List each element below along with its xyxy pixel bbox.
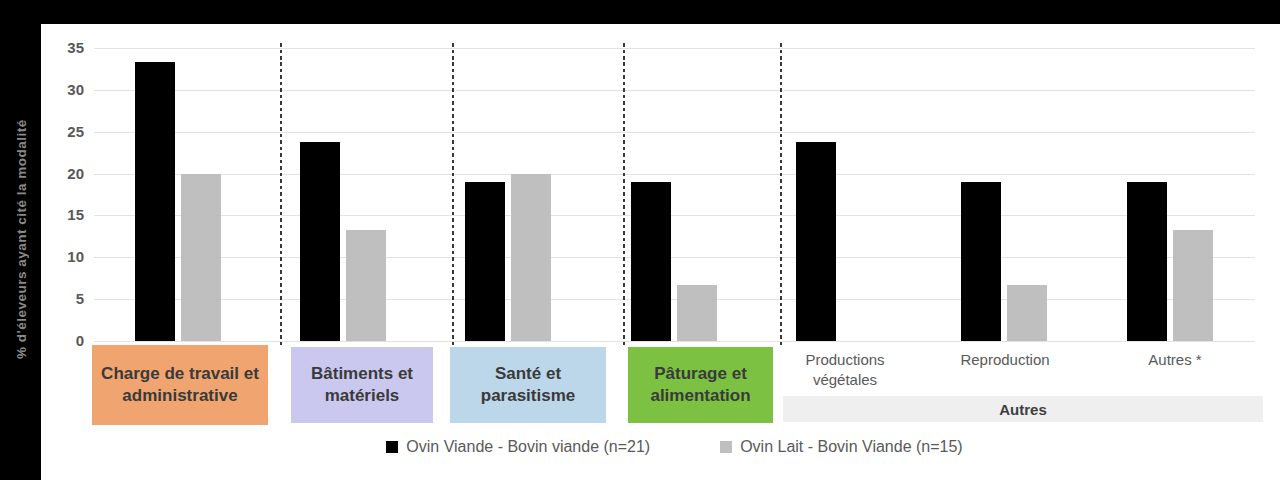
legend-label-ovin-lait: Ovin Lait - Bovin Viande (n=15) <box>740 438 963 456</box>
gridline-5 <box>94 299 1255 300</box>
autres-group-band: Autres <box>783 396 1263 422</box>
y-tick-label-5: 5 <box>42 291 84 307</box>
bar-series1-cat2 <box>300 142 340 341</box>
bar-series1-cat7 <box>1127 182 1167 341</box>
y-tick-label-0: 0 <box>42 333 84 349</box>
bar-series1-cat6 <box>961 182 1001 341</box>
autres-group-band-label: Autres <box>999 401 1047 418</box>
gridline-0 <box>94 341 1255 342</box>
bar-series2-cat7 <box>1173 230 1213 341</box>
category-label-3: Santé et parasitisme <box>450 347 606 423</box>
y-tick-label-25: 25 <box>42 124 84 140</box>
bar-series2-cat3 <box>511 174 551 341</box>
category-label-7: Autres * <box>1110 350 1240 370</box>
gridline-25 <box>94 132 1255 133</box>
category-label-2: Bâtiments et matériels <box>291 347 433 423</box>
legend-swatch-gray <box>720 441 732 453</box>
y-tick-label-15: 15 <box>42 207 84 223</box>
bar-series1-cat4 <box>631 182 671 341</box>
plot-area <box>94 48 1255 341</box>
gridline-15 <box>94 215 1255 216</box>
y-axis-title: % d'éleveurs ayant cité la modalité <box>5 24 37 454</box>
category-label-6: Reproduction <box>940 350 1070 370</box>
bar-series2-cat1 <box>181 174 221 341</box>
bar-series1-cat1 <box>135 62 175 341</box>
y-tick-label-10: 10 <box>42 249 84 265</box>
group-separator-1 <box>280 43 282 346</box>
y-tick-label-35: 35 <box>42 40 84 56</box>
bar-series1-cat5 <box>796 142 836 341</box>
legend-item-ovin-lait: Ovin Lait - Bovin Viande (n=15) <box>720 438 963 456</box>
group-separator-2 <box>452 43 454 346</box>
top-border <box>0 0 1280 24</box>
bar-series2-cat4 <box>677 285 717 341</box>
legend-label-ovin-viande: Ovin Viande - Bovin viande (n=21) <box>406 438 650 456</box>
gridline-20 <box>94 174 1255 175</box>
group-separator-3 <box>623 43 625 346</box>
category-label-1: Charge de travail et administrative <box>92 345 268 425</box>
legend: Ovin Viande - Bovin viande (n=21) Ovin L… <box>94 438 1255 456</box>
category-label-5: Productions végétales <box>780 350 910 391</box>
bar-series2-cat2 <box>346 230 386 341</box>
legend-item-ovin-viande: Ovin Viande - Bovin viande (n=21) <box>386 438 650 456</box>
gridline-30 <box>94 90 1255 91</box>
gridline-35 <box>94 48 1255 49</box>
bar-series2-cat6 <box>1007 285 1047 341</box>
category-label-4: Pâturage et alimentation <box>628 347 773 423</box>
y-tick-label-20: 20 <box>42 166 84 182</box>
bar-series1-cat3 <box>465 182 505 341</box>
legend-swatch-black <box>386 441 398 453</box>
chart-canvas: % d'éleveurs ayant cité la modalité Autr… <box>0 0 1280 480</box>
group-separator-4 <box>780 43 782 346</box>
gridline-10 <box>94 257 1255 258</box>
y-tick-label-30: 30 <box>42 82 84 98</box>
